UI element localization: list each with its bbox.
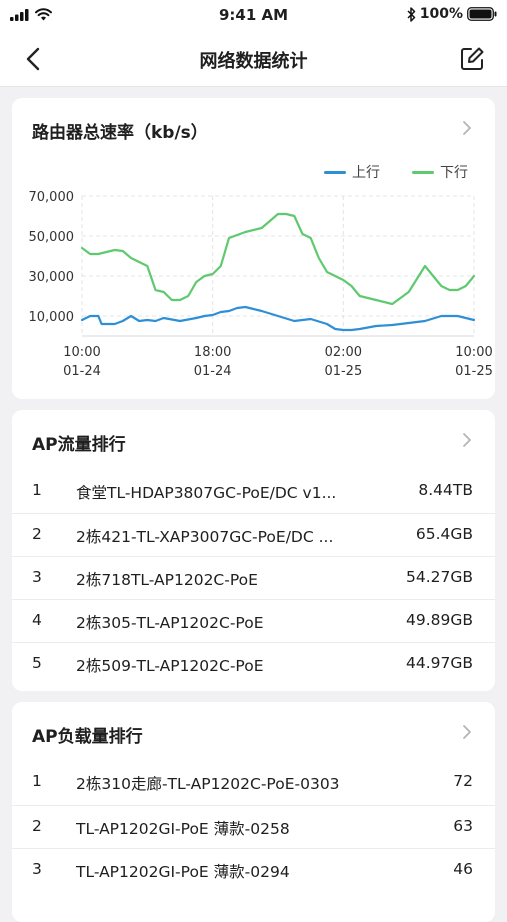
ap-traffic-row[interactable]: 1 食堂TL-HDAP3807GC-PoE/DC v1... 8.44TB <box>12 470 495 512</box>
traffic-value: 65.4GB <box>415 525 473 543</box>
router-speed-card[interactable]: 路由器总速率（kb/s） 上行 下行 10,000 30,000 50,000 70,… <box>12 98 495 399</box>
chevron-right-icon[interactable] <box>461 432 473 448</box>
legend-upload: 上行 <box>324 162 380 182</box>
battery-percent: 100% <box>419 6 463 22</box>
legend-upload-label: 上行 <box>352 165 380 181</box>
ap-traffic-row[interactable]: 2 2栋421-TL-XAP3007GC-PoE/DC ... 65.4GB <box>12 513 495 555</box>
y-tick-label: 70,000 <box>29 190 75 205</box>
status-bar: 9:41 AM 100% <box>0 0 507 32</box>
x-tick-time-label: 02:00 <box>325 345 362 360</box>
traffic-value: 8.44TB <box>418 481 473 499</box>
ap-name: 2栋718TL-AP1202C-PoE <box>76 571 258 589</box>
x-tick-date-label: 01-24 <box>194 364 232 379</box>
x-tick-time-label: 18:00 <box>194 345 231 360</box>
ap-name: 2栋509-TL-AP1202C-PoE <box>76 657 264 675</box>
ap-load-row[interactable]: 2 TL-AP1202GI-PoE 薄款-0258 63 <box>12 805 495 847</box>
legend-download-swatch <box>412 170 434 174</box>
rank-number: 3 <box>32 568 42 586</box>
ap-load-card[interactable]: AP负载量排行 1 2栋310走廊-TL-AP1202C-PoE-0303 72… <box>12 702 495 922</box>
y-tick-label: 10,000 <box>29 310 75 325</box>
ap-name: TL-AP1202GI-PoE 薄款-0294 <box>76 863 290 881</box>
ap-load-title: AP负载量排行 <box>32 727 143 747</box>
ap-name: 2栋305-TL-AP1202C-PoE <box>76 614 264 632</box>
edit-icon[interactable] <box>459 46 485 72</box>
back-arrow-icon[interactable] <box>20 45 48 73</box>
ap-name: 2栋310走廊-TL-AP1202C-PoE-0303 <box>76 775 340 793</box>
wifi-icon <box>35 8 52 21</box>
rank-number: 4 <box>32 611 42 629</box>
ap-traffic-row[interactable]: 4 2栋305-TL-AP1202C-PoE 49.89GB <box>12 599 495 641</box>
rank-number: 3 <box>32 860 42 878</box>
y-tick-label: 50,000 <box>29 230 75 245</box>
battery-icon <box>467 7 497 21</box>
page-title: 网络数据统计 <box>199 51 308 72</box>
ap-traffic-row[interactable]: 3 2栋718TL-AP1202C-PoE 54.27GB <box>12 556 495 598</box>
x-tick-date-label: 01-25 <box>455 364 493 379</box>
load-value: 46 <box>453 860 473 878</box>
cellular-signal-icon <box>10 9 29 21</box>
status-time: 9:41 AM <box>218 6 289 24</box>
x-tick-date-label: 01-24 <box>63 364 101 379</box>
speed-line-chart: 10,000 30,000 50,000 70,000 10:00 01-24 18:00 0… <box>29 190 493 379</box>
legend-download: 下行 <box>412 162 468 182</box>
nav-bar: 网络数据统计 <box>0 32 507 87</box>
ap-load-row[interactable]: 1 2栋310走廊-TL-AP1202C-PoE-0303 72 <box>12 761 495 803</box>
bluetooth-icon <box>407 6 415 22</box>
rank-number: 2 <box>32 817 42 835</box>
ap-name: TL-AP1202GI-PoE 薄款-0258 <box>76 820 290 838</box>
rank-number: 1 <box>32 481 42 499</box>
traffic-value: 54.27GB <box>405 568 473 586</box>
ap-traffic-row[interactable]: 5 2栋509-TL-AP1202C-PoE 44.97GB <box>12 642 495 684</box>
legend-download-label: 下行 <box>440 165 468 181</box>
legend-upload-swatch <box>324 170 346 174</box>
signal-wifi-group <box>10 8 52 21</box>
traffic-value: 49.89GB <box>405 611 473 629</box>
chevron-right-icon[interactable] <box>461 120 473 136</box>
traffic-value: 44.97GB <box>405 654 473 672</box>
y-tick-label: 30,000 <box>29 270 75 285</box>
status-right: 100% <box>407 6 497 22</box>
load-value: 63 <box>453 817 473 835</box>
rank-number: 1 <box>32 772 42 790</box>
rank-number: 5 <box>32 654 42 672</box>
ap-traffic-title: AP流量排行 <box>32 435 126 455</box>
x-tick-time-label: 10:00 <box>63 345 100 360</box>
chevron-right-icon[interactable] <box>461 724 473 740</box>
router-speed-title: 路由器总速率（kb/s） <box>32 123 208 143</box>
upload-series-line <box>80 305 476 332</box>
load-value: 72 <box>453 772 473 790</box>
ap-name: 2栋421-TL-XAP3007GC-PoE/DC ... <box>76 528 334 546</box>
x-tick-time-label: 10:00 <box>455 345 492 360</box>
download-series-line <box>80 212 476 306</box>
x-tick-date-label: 01-25 <box>324 364 362 379</box>
ap-name: 食堂TL-HDAP3807GC-PoE/DC v1... <box>76 484 337 502</box>
ap-traffic-card[interactable]: AP流量排行 1 食堂TL-HDAP3807GC-PoE/DC v1... 8.… <box>12 410 495 691</box>
rank-number: 2 <box>32 525 42 543</box>
ap-load-row[interactable]: 3 TL-AP1202GI-PoE 薄款-0294 46 <box>12 848 495 890</box>
